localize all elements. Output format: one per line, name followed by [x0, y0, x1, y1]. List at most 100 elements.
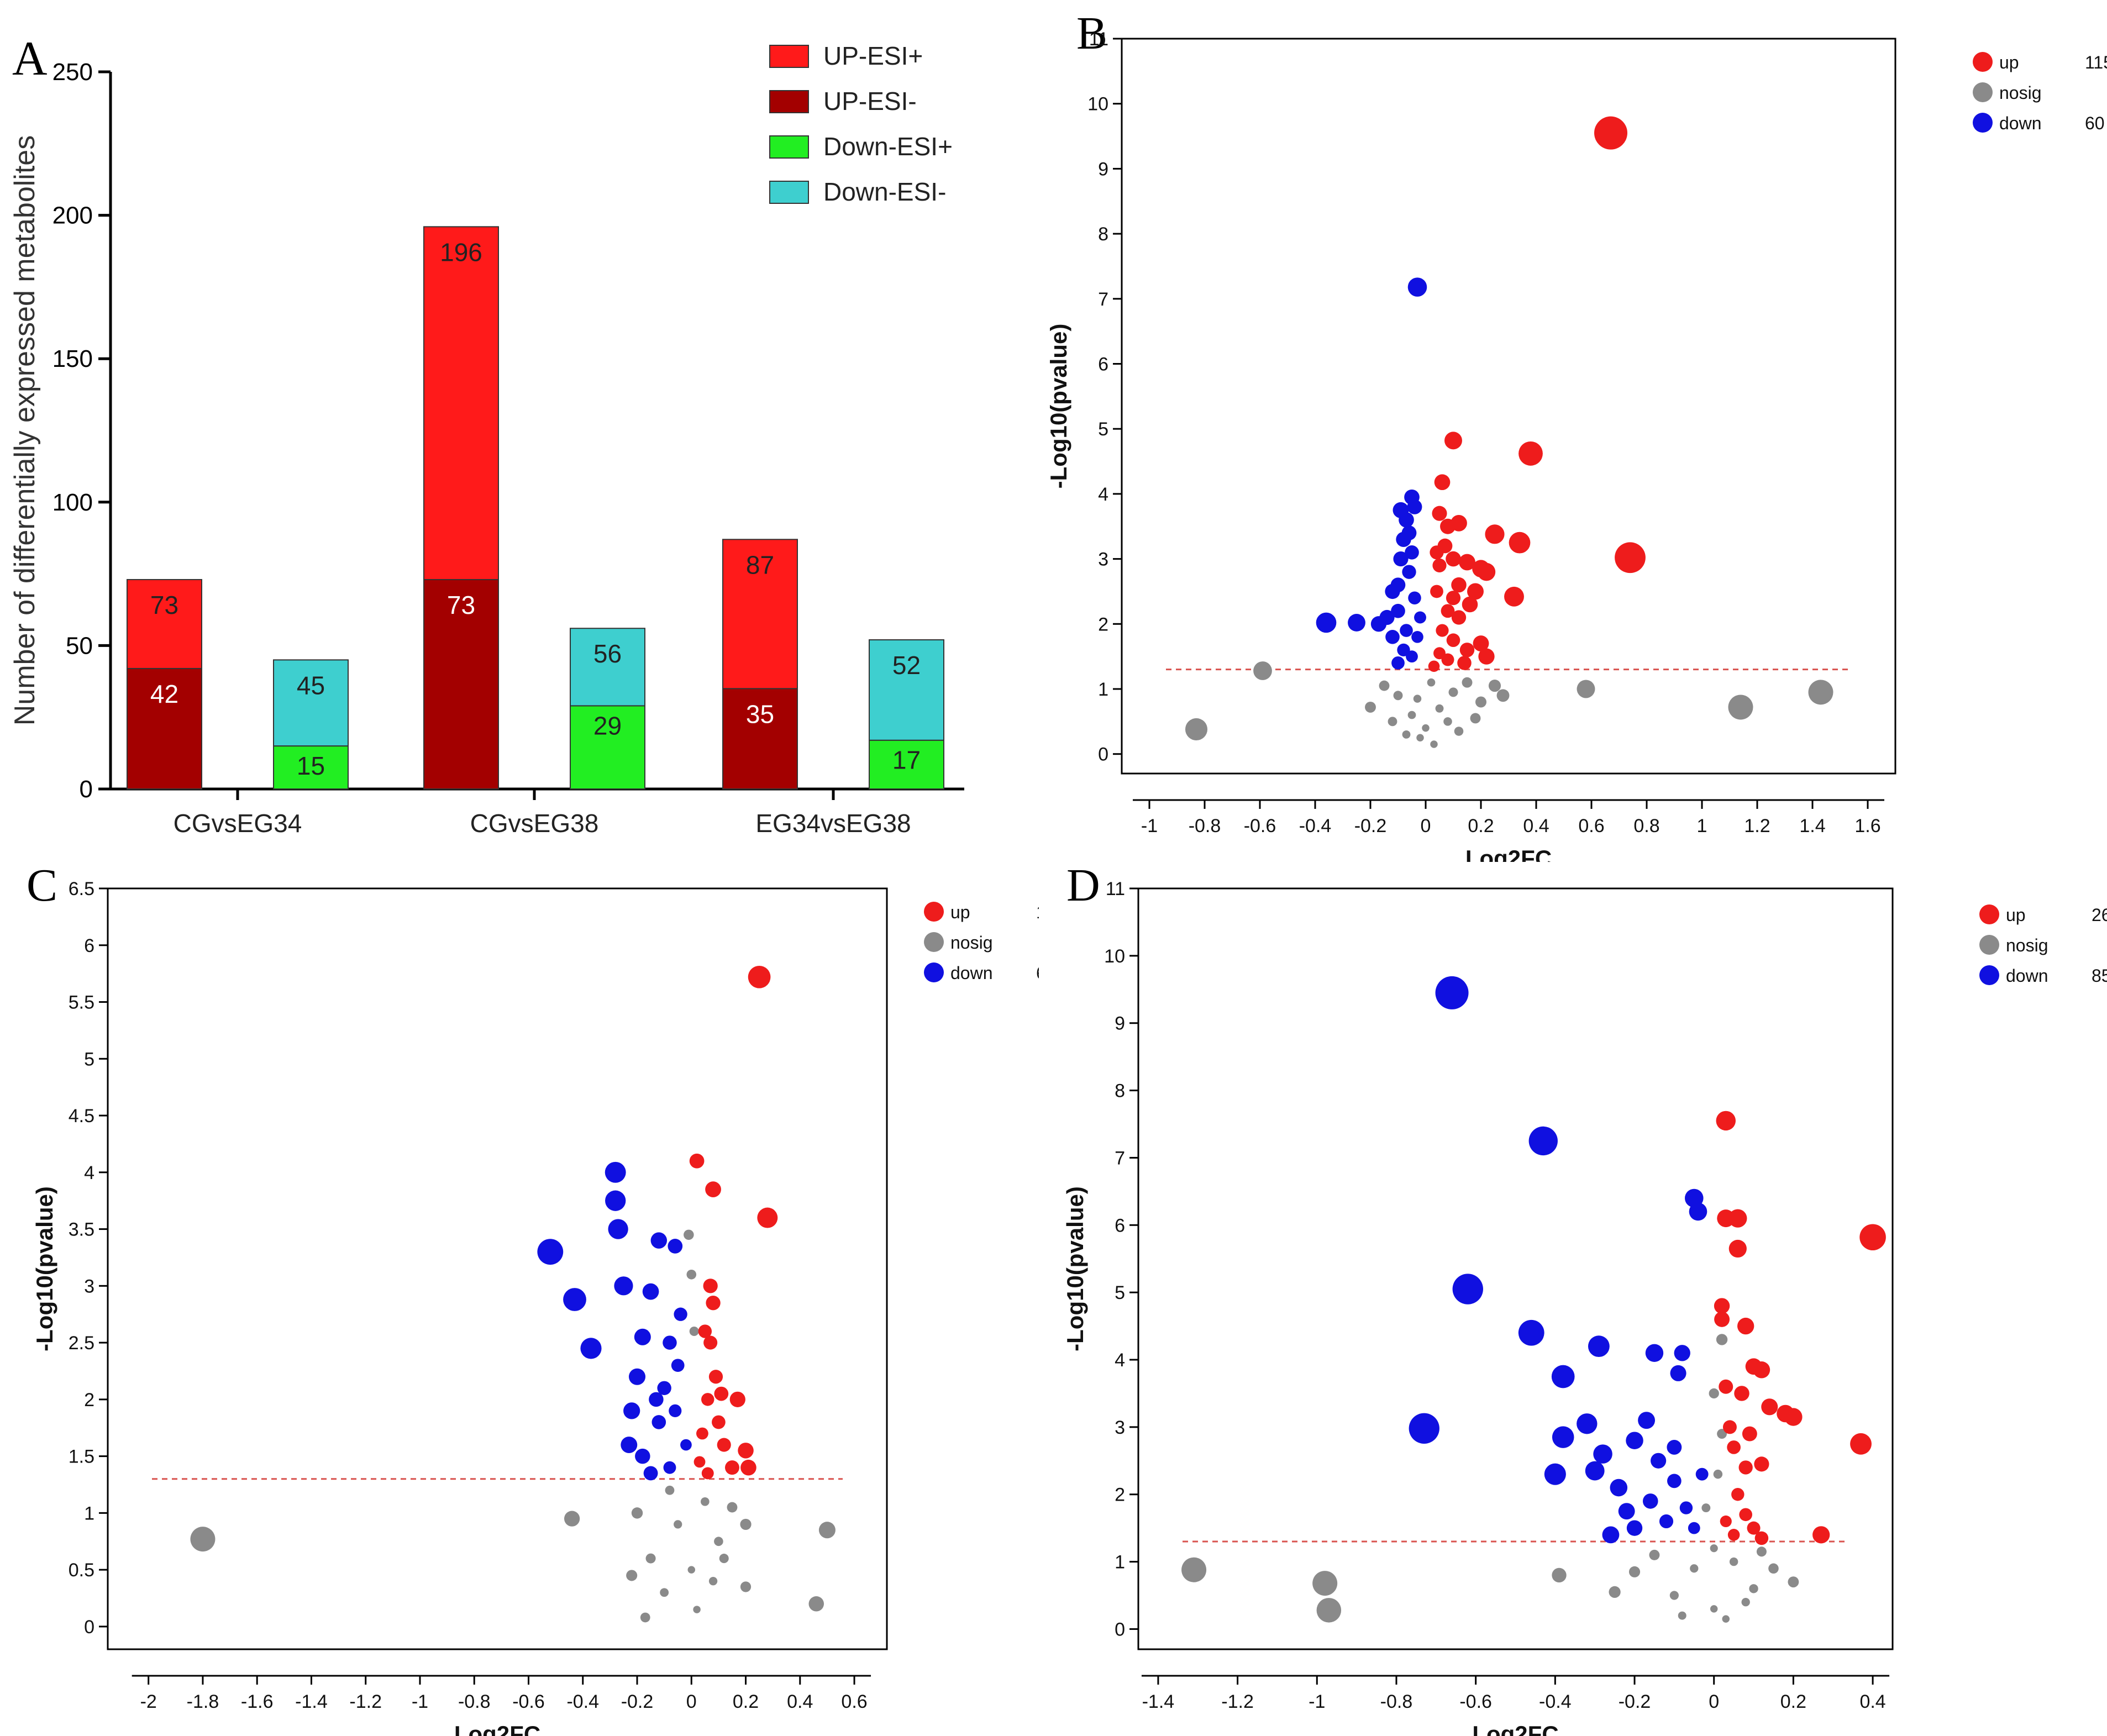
point-nosig [818, 1522, 836, 1539]
panel-label-a: A [12, 32, 48, 86]
x-tick-label: 0.4 [787, 1691, 813, 1712]
point-down [1393, 502, 1409, 518]
x-tick-label: 0 [686, 1691, 697, 1712]
x-tick-label: -1 [412, 1691, 428, 1712]
point-nosig [719, 1554, 729, 1564]
point-nosig [701, 1497, 710, 1506]
point-up [1462, 596, 1478, 613]
legend-marker [1973, 52, 1993, 72]
point-up [1430, 585, 1443, 598]
y-tick-label: 0 [80, 776, 93, 803]
point-nosig [1717, 1429, 1727, 1439]
point-up [1446, 591, 1461, 606]
point-down [1402, 565, 1416, 579]
point-nosig [1416, 734, 1424, 742]
point-nosig [1722, 1615, 1730, 1623]
point-up [1457, 656, 1472, 670]
x-tick-label: -1.6 [241, 1691, 274, 1712]
plot-frame [1121, 38, 1896, 775]
point-down [1391, 603, 1405, 618]
point-down [1385, 630, 1400, 644]
point-nosig [689, 1327, 699, 1337]
point-down [1401, 525, 1417, 540]
x-tick-label: 1 [1697, 816, 1707, 837]
point-nosig [740, 1581, 752, 1592]
panel-b-volcano-plot: B 0 1 2 3 4 5 6 7 8 9 10 11 -1 -0.8 -0.6 -0.4 -0.2 0 0.2 0.4… [1050, 8, 2107, 862]
y-tick-label: 3 [1115, 1417, 1125, 1438]
point-nosig [1678, 1611, 1686, 1620]
x-tick-label: -0.6 [1459, 1691, 1492, 1712]
point-down [1316, 612, 1337, 633]
point-nosig [1788, 1576, 1799, 1588]
legend-label: Down-ESI- [823, 177, 946, 206]
point-down [1667, 1474, 1682, 1488]
point-nosig [1413, 695, 1422, 703]
point-nosig [1609, 1586, 1621, 1598]
y-tick-label: 11 [1089, 29, 1108, 50]
legend-label: up [950, 902, 970, 922]
legend-label: up [2006, 905, 2026, 925]
point-down [1391, 656, 1405, 670]
bar-up-esi-pos [423, 226, 499, 580]
point-down [663, 1461, 676, 1474]
point-up [689, 1153, 705, 1169]
point-nosig [1701, 1503, 1711, 1513]
y-tick-label: 6 [1098, 354, 1108, 375]
point-up [1432, 506, 1447, 521]
legend-swatch [769, 45, 809, 68]
point-down [1626, 1520, 1643, 1536]
bar-label-down-total: 52 [892, 651, 921, 680]
point-nosig [1448, 687, 1458, 697]
x-tick-label: -1.2 [349, 1691, 382, 1712]
x-tick-label: -0.2 [621, 1691, 654, 1712]
y-axis-title: Number of differentially expressed metab… [9, 135, 41, 725]
y-tick-label: 1.5 [69, 1446, 94, 1467]
x-tick-label: 0.2 [1468, 816, 1494, 837]
point-nosig [665, 1485, 675, 1495]
point-up [701, 1393, 714, 1406]
point-down [1689, 1202, 1707, 1221]
point-up [1714, 1298, 1730, 1314]
legend-label: nosig [2006, 935, 2048, 955]
point-down [1409, 1413, 1439, 1444]
point-down [1651, 1453, 1667, 1469]
legend-marker [1979, 965, 1999, 985]
point-up [1812, 1526, 1830, 1544]
legend-count: 85 [2092, 966, 2107, 986]
bar-down-esi-neg [869, 639, 944, 741]
point-up [1432, 558, 1447, 572]
point-nosig [640, 1612, 650, 1623]
point-down [1593, 1444, 1612, 1464]
y-tick-label: 9 [1098, 159, 1108, 180]
point-down [1618, 1503, 1635, 1520]
point-up [1727, 1440, 1741, 1454]
point-down [1695, 1467, 1709, 1481]
point-up [1754, 1456, 1769, 1472]
point-down [1414, 611, 1426, 624]
point-up [1430, 545, 1444, 560]
point-nosig [684, 1229, 694, 1240]
point-down [649, 1392, 664, 1407]
point-up [1428, 660, 1440, 672]
bar-down-esi-pos [869, 739, 944, 790]
bar-label-up-neg: 35 [746, 699, 774, 728]
point-down [1406, 650, 1418, 663]
y-tick-label: 200 [52, 202, 93, 229]
x-tick-label: 1.4 [1799, 816, 1825, 837]
point-nosig [645, 1553, 656, 1564]
point-up [1738, 1460, 1753, 1475]
x-tick-label: CGvsEG34 [174, 809, 302, 838]
x-tick-label: -0.4 [1539, 1691, 1572, 1712]
y-tick-label: 0 [1115, 1619, 1125, 1640]
point-nosig [1729, 1557, 1738, 1566]
bar-label-down-pos: 17 [892, 746, 921, 775]
bar-label-up-total: 73 [150, 591, 178, 619]
point-nosig [1185, 718, 1208, 741]
x-tick-label: -1.4 [295, 1691, 328, 1712]
y-tick-label: 1 [1098, 679, 1108, 700]
x-tick-label: -0.8 [1189, 816, 1221, 837]
point-nosig [1577, 680, 1595, 698]
x-axis-title: Log2FC [1472, 1721, 1558, 1736]
point-up [1485, 524, 1505, 544]
point-nosig [1488, 680, 1501, 692]
